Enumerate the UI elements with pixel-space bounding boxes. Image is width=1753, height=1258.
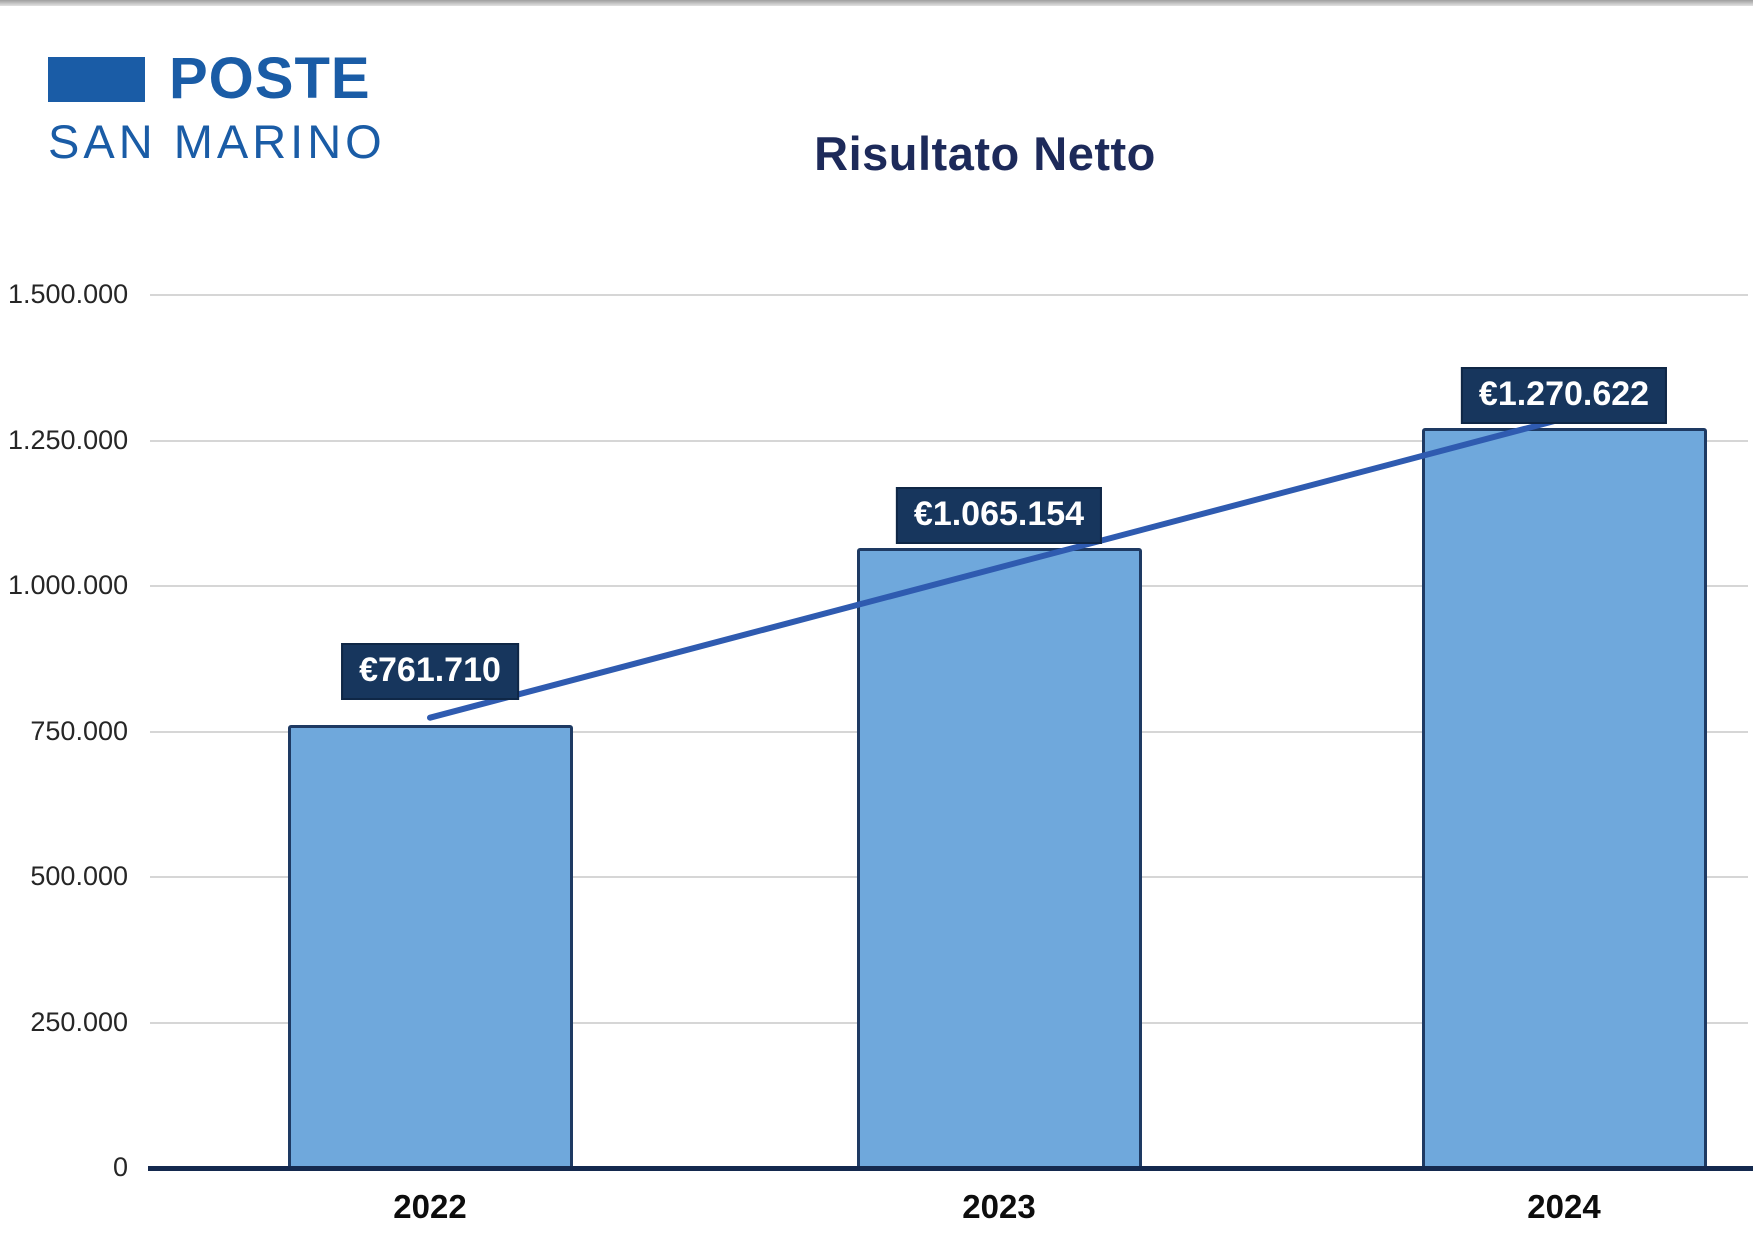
- y-axis-tick-label: 0: [112, 1152, 128, 1182]
- x-axis-line: [148, 1166, 1753, 1171]
- x-axis-tick-label: 2023: [962, 1188, 1036, 1225]
- logo-word-san-marino: SAN MARINO: [48, 115, 386, 168]
- gridline-1.250.000: [150, 439, 1748, 442]
- poste-san-marino-logo: POSTE SAN MARINO: [48, 50, 386, 165]
- y-axis-tick-label: 1.500.000: [8, 279, 129, 309]
- logo-word-poste: POSTE: [169, 46, 371, 111]
- data-label-2024: €1.270.622: [1460, 367, 1668, 425]
- bar-2023: [856, 548, 1142, 1170]
- x-axis-tick-label: 2024: [1527, 1188, 1601, 1225]
- y-axis-tick-label: 500.000: [30, 861, 128, 891]
- data-label-2022: €761.710: [341, 642, 519, 700]
- y-axis-tick-label: 250.000: [30, 1006, 128, 1037]
- data-label-2023: €1.065.154: [895, 487, 1103, 545]
- gridline-1.500.000: [150, 294, 1748, 296]
- chart-title: Risultato Netto: [814, 127, 1156, 180]
- x-axis-tick-label: 2022: [393, 1188, 467, 1225]
- y-axis-tick-label: 1.000.000: [8, 570, 129, 600]
- y-axis-tick-label: 750.000: [30, 715, 128, 746]
- bar-2024: [1421, 428, 1707, 1170]
- logo-rectangle-icon: [48, 56, 145, 102]
- page-top-edge: [0, 0, 1753, 6]
- y-axis-tick-label: 1.250.000: [8, 424, 129, 455]
